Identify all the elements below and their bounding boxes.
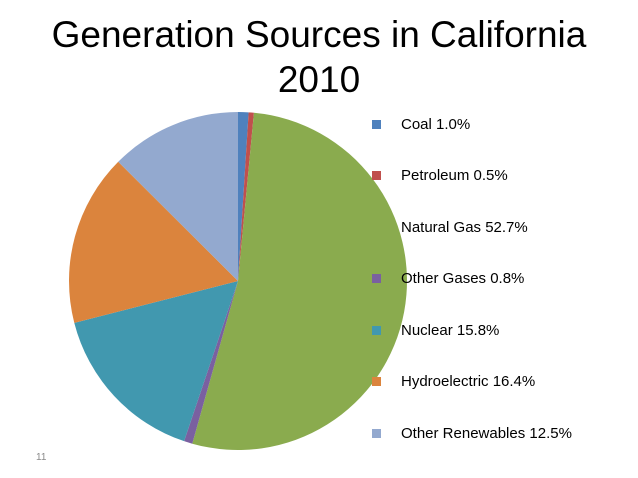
chart-title: Generation Sources in California 2010: [51, 14, 587, 100]
legend-item: Coal 1.0%: [372, 114, 470, 134]
pie-slice-hydroelectric: [69, 161, 238, 323]
pie-slice-other-renewables: [118, 112, 238, 281]
legend-item: Other Renewables 12.5%: [372, 423, 572, 443]
legend-swatch: [372, 171, 381, 180]
legend-label: Hydroelectric 16.4%: [401, 373, 536, 390]
legend-swatch: [372, 325, 381, 335]
legend-label: Other Renewables 12.5%: [401, 424, 572, 442]
pie-slice-coal: [238, 112, 249, 281]
legend-label: Nuclear 15.8%: [401, 321, 500, 339]
legend-label: Natural Gas 52.7%: [401, 218, 528, 236]
legend-item: Petroleum 0.5%: [372, 166, 508, 186]
legend-label: Coal 1.0%: [401, 115, 471, 133]
legend-item: Nuclear 15.8%: [372, 320, 499, 340]
legend-item: Natural Gas 52.7%: [372, 217, 528, 237]
legend-swatch: [372, 222, 381, 232]
legend-label: Petroleum 0.5%: [401, 167, 508, 184]
legend-swatch: [372, 119, 381, 129]
pie-slice-petroleum: [238, 112, 254, 281]
legend-item: Hydroelectric 16.4%: [372, 372, 535, 392]
pie-slice-other-gases: [184, 281, 238, 444]
pie-slice-natural-gas: [192, 112, 407, 450]
pie-slice-nuclear: [74, 281, 238, 442]
legend-swatch: [372, 428, 381, 438]
legend-swatch: [372, 377, 381, 386]
legend-swatch: [372, 274, 381, 283]
slide-number: 11: [36, 452, 47, 463]
legend-label: Other Gases 0.8%: [401, 270, 525, 287]
legend-item: Other Gases 0.8%: [372, 269, 524, 289]
